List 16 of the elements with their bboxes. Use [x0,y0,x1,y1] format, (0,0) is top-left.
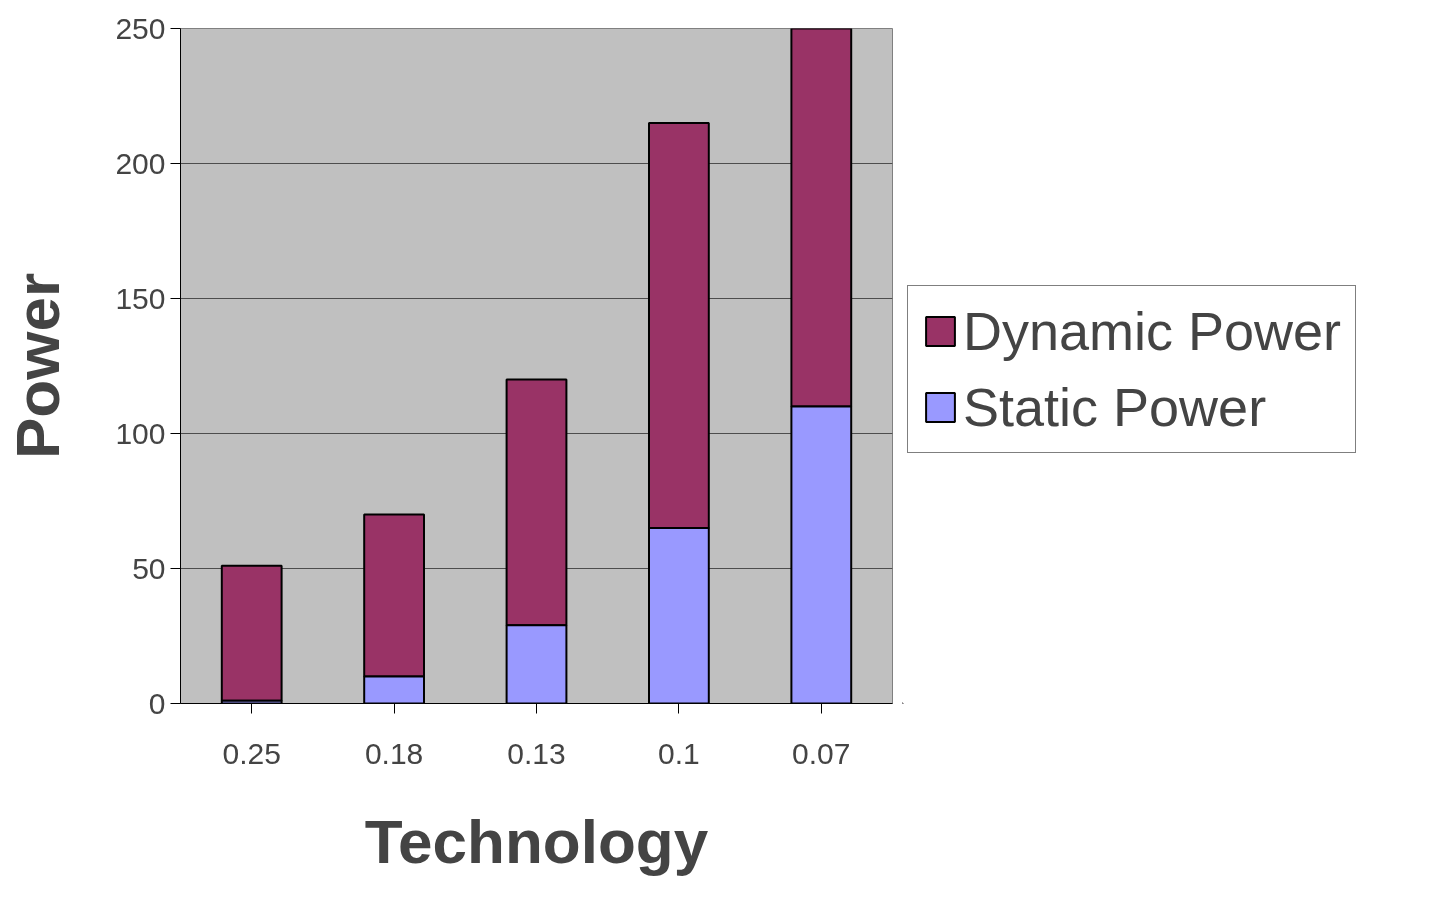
x-tick-label: 0.1 [658,736,700,770]
legend-label: Dynamic Power [963,300,1342,362]
x-tick-label: 0.25 [222,736,281,770]
y-tick-label: 0 [148,686,166,720]
x-axis-title: Technology [364,806,709,876]
y-axis-title: Power [3,272,73,460]
y-tick-label: 200 [115,146,166,180]
y-tick-label: 50 [132,551,166,585]
bar [220,564,283,702]
x-tick-label: 0.18 [364,736,424,770]
y-tick-label: 250 [115,11,166,45]
y-tick-label: 100 [115,416,166,450]
y-tick-label: 150 [115,281,166,315]
x-tick-label: 0.07 [792,736,851,770]
x-tick-label: 0.13 [507,736,566,770]
legend-label: Static Power [963,376,1267,438]
